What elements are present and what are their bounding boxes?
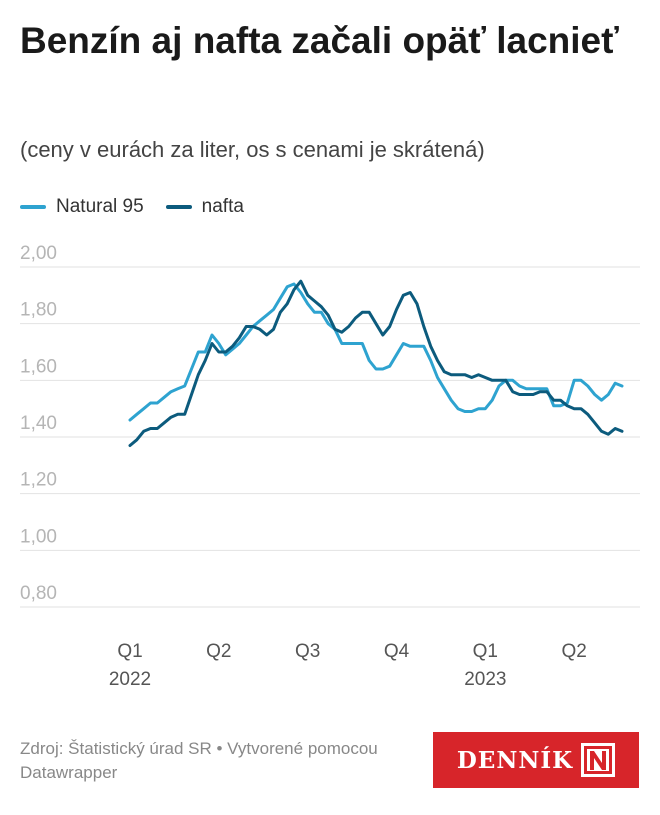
- series-line-natural-95: [128, 282, 624, 422]
- y-tick-label: 0,80: [20, 583, 57, 604]
- legend-item-nafta: nafta: [165, 196, 244, 218]
- x-tick-label: Q2: [206, 641, 231, 662]
- x-tick-label: Q2: [561, 641, 586, 662]
- legend-label-natural95: Natural 95: [56, 196, 144, 217]
- series-line-nafta: [128, 279, 624, 447]
- legend-swatch-natural95: [20, 205, 46, 209]
- y-tick-label: 1,80: [20, 300, 57, 321]
- x-tick-year-label: 2023: [464, 669, 506, 690]
- y-tick-label: 1,60: [20, 356, 57, 377]
- x-tick-label: Q3: [295, 641, 320, 662]
- y-tick-label: 1,20: [20, 470, 57, 491]
- line-chart: 2,00 1,80 1,60 1,40 1,20 1,00 0,80 Q1 2022 Q2 Q3 Q4…: [20, 243, 640, 690]
- source-note: Zdroj: Štatistický úrad SR • Vytvorené p…: [20, 739, 378, 782]
- legend-swatch-nafta: [165, 205, 192, 209]
- letter-n-logo-icon: [581, 743, 616, 777]
- x-tick-label: Q4: [384, 641, 410, 662]
- chart-legend: Natural 95 nafta: [20, 196, 266, 218]
- chart-title: Benzín aj nafta začali opäť lacnieť: [20, 20, 619, 61]
- x-tick-label: Q1: [117, 641, 142, 662]
- brand-name: DENNÍK: [456, 746, 574, 774]
- chart-subtitle: (ceny v eurách za liter, os s cenami je …: [20, 137, 485, 162]
- legend-label-nafta: nafta: [201, 196, 244, 217]
- y-tick-label: 1,00: [20, 526, 57, 547]
- brand-logo[interactable]: DENNÍK: [433, 732, 639, 788]
- y-tick-label: 2,00: [20, 243, 57, 264]
- legend-item-natural95: Natural 95: [20, 196, 144, 218]
- y-tick-label: 1,40: [20, 413, 57, 434]
- x-tick-year-label: 2022: [109, 669, 151, 690]
- x-tick-label: Q1: [473, 641, 498, 662]
